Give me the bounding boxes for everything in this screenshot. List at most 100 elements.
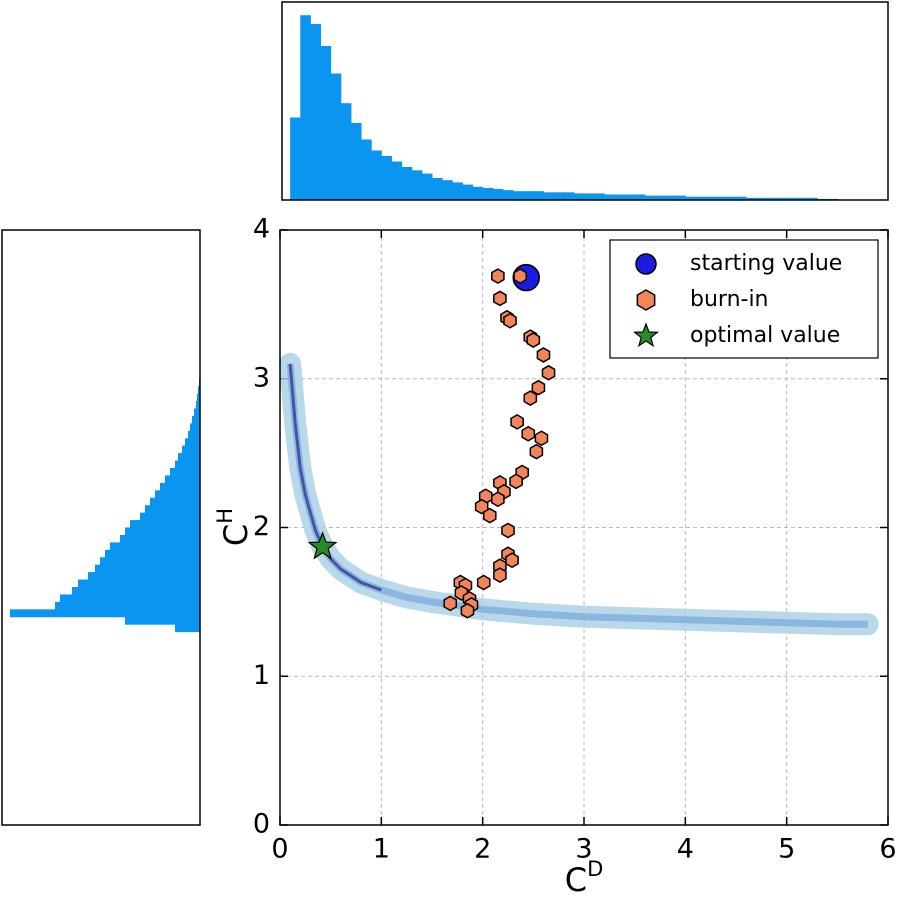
y-axis-label: CH bbox=[213, 508, 255, 546]
marker-hexagon bbox=[503, 312, 517, 329]
histogram-bar bbox=[88, 572, 200, 581]
histogram-bar bbox=[573, 193, 585, 200]
histogram-frame bbox=[281, 1, 889, 201]
histogram-bar bbox=[806, 197, 818, 200]
histogram-bar bbox=[634, 194, 646, 200]
legend-label: optimal value bbox=[690, 323, 840, 348]
marker-hexagon bbox=[505, 552, 519, 569]
marker-hexagon bbox=[513, 268, 527, 284]
y-tick-label: 1 bbox=[253, 660, 270, 691]
histogram-bar bbox=[584, 193, 595, 200]
marker-hexagon bbox=[493, 567, 507, 583]
legend-marker bbox=[635, 253, 657, 275]
histogram-bar bbox=[95, 564, 200, 573]
histogram-bar bbox=[796, 197, 808, 200]
marker-hexagon bbox=[474, 498, 489, 515]
histogram-bar bbox=[695, 196, 707, 200]
histogram-bar bbox=[654, 195, 666, 200]
histogram-bar bbox=[644, 195, 656, 200]
marker-hexagon bbox=[482, 507, 497, 524]
histogram-bar bbox=[462, 184, 474, 200]
marker-hexagon bbox=[534, 430, 549, 447]
histogram-bar bbox=[110, 542, 200, 551]
histogram-bar bbox=[685, 196, 696, 200]
histogram-bar bbox=[786, 197, 798, 200]
histogram-bar bbox=[624, 194, 636, 200]
histogram-bar bbox=[361, 139, 372, 200]
density-core bbox=[288, 363, 382, 592]
histogram-bar bbox=[563, 192, 575, 200]
x-tick-label: 2 bbox=[474, 834, 491, 865]
histogram-bar bbox=[105, 549, 200, 558]
x-tick-label: 0 bbox=[271, 834, 288, 865]
histogram-bar bbox=[192, 415, 200, 424]
marker-hexagon bbox=[509, 473, 523, 490]
marker-hexagon bbox=[536, 347, 551, 363]
legend-label: starting value bbox=[690, 251, 842, 276]
histogram-frame bbox=[1, 229, 201, 826]
histogram-bar bbox=[120, 534, 200, 543]
histogram-bar bbox=[513, 191, 524, 200]
marker-hexagon bbox=[529, 443, 544, 460]
x-tick-label: 1 bbox=[373, 834, 390, 865]
histogram-bar bbox=[196, 401, 200, 409]
histogram-bar bbox=[432, 178, 443, 200]
y-label-sup: H bbox=[213, 508, 237, 524]
histogram-bar bbox=[330, 73, 342, 200]
histogram-bar bbox=[125, 527, 200, 536]
histogram-bar bbox=[150, 497, 200, 506]
histogram-bar bbox=[175, 460, 200, 469]
marker-hexagon bbox=[501, 522, 515, 539]
y-tick-label: 2 bbox=[253, 511, 270, 542]
x-tick-label: 4 bbox=[677, 834, 694, 865]
plot-frame bbox=[279, 229, 889, 826]
histogram-bar bbox=[604, 194, 615, 200]
histogram-bar bbox=[492, 189, 504, 200]
histogram-bar bbox=[198, 386, 200, 395]
marker-hexagon bbox=[491, 268, 505, 284]
marker-hexagon bbox=[526, 332, 541, 348]
marker-hexagon bbox=[476, 574, 491, 591]
histogram-bar bbox=[300, 15, 311, 201]
histogram-bar bbox=[130, 520, 200, 528]
x-axis-label: CD bbox=[565, 857, 604, 899]
x-tick-label: 6 bbox=[879, 834, 896, 865]
histogram-bar bbox=[715, 196, 727, 200]
histogram-bar bbox=[736, 196, 747, 200]
y-tick-label: 4 bbox=[253, 214, 270, 245]
histogram-bar bbox=[472, 186, 484, 200]
marker-hexagon bbox=[510, 414, 524, 430]
histogram-bar bbox=[72, 587, 200, 595]
histogram-bar bbox=[725, 196, 737, 200]
histogram-bar bbox=[310, 24, 322, 200]
marker-hexagon bbox=[460, 602, 475, 619]
y-label-base: C bbox=[217, 524, 255, 546]
histogram-bar bbox=[55, 601, 200, 610]
histogram-bar bbox=[665, 195, 676, 200]
histogram-bar bbox=[705, 196, 717, 200]
x-tick-label: 3 bbox=[575, 834, 592, 865]
histogram-bar bbox=[178, 453, 200, 462]
marker-hexagon bbox=[521, 425, 536, 442]
histogram-bar bbox=[746, 197, 757, 200]
marker-star bbox=[307, 531, 338, 560]
histogram-bar bbox=[594, 193, 605, 200]
histogram-bar bbox=[452, 182, 463, 200]
histogram-bar bbox=[421, 173, 433, 200]
histogram-bar bbox=[675, 195, 686, 200]
legend-label: burn-in bbox=[690, 287, 769, 312]
histogram-bar bbox=[482, 187, 494, 200]
histogram-bar bbox=[140, 512, 200, 521]
histogram-bar bbox=[543, 192, 555, 200]
x-tick-label: 5 bbox=[778, 834, 795, 865]
histogram-bar bbox=[340, 103, 352, 200]
histogram-bar bbox=[371, 150, 382, 200]
histogram-bar bbox=[290, 117, 301, 200]
legend-marker bbox=[636, 289, 656, 311]
histogram-bar bbox=[756, 197, 767, 200]
histogram-bar bbox=[194, 408, 200, 417]
histogram-bar bbox=[185, 438, 200, 447]
histogram-bar bbox=[350, 123, 362, 200]
marker-hexagon bbox=[531, 379, 546, 396]
